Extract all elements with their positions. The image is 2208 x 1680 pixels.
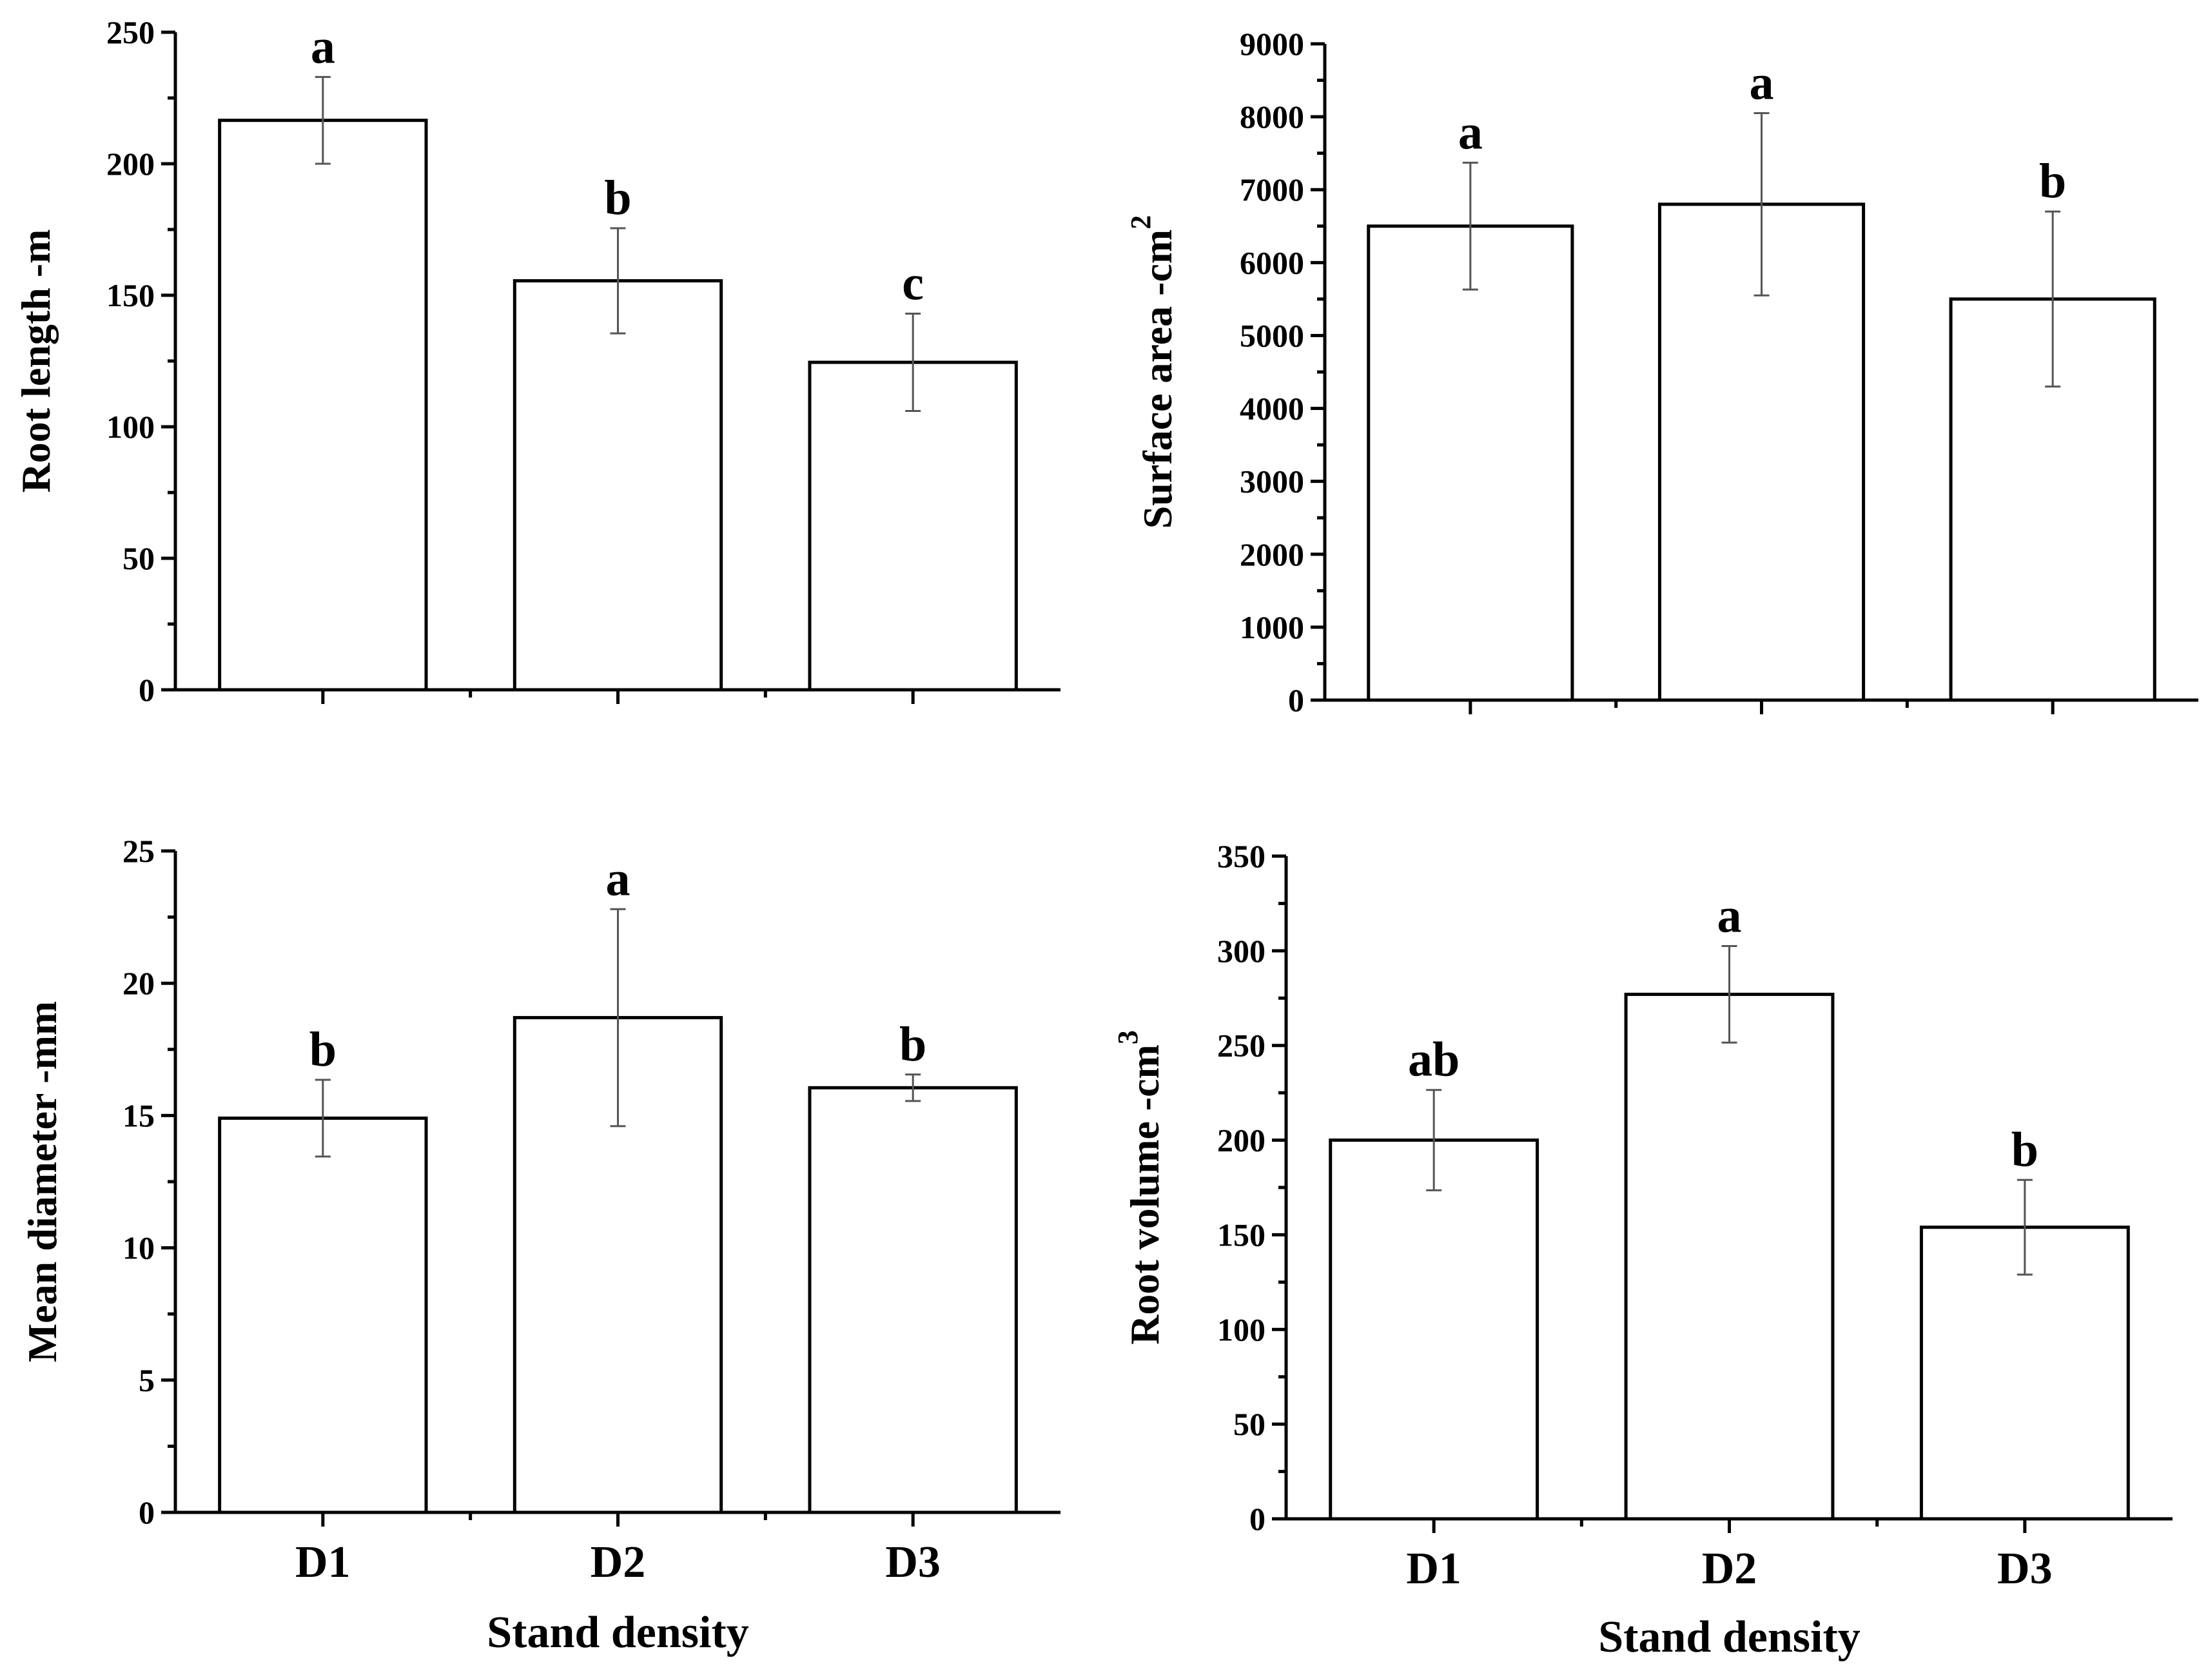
root-length-panel: 0 50 100 150 200 250 a b c Root length -m: [13, 14, 1060, 708]
root-volume-panel: 0 50 100 150 200 250 300 350 ab D1 a D2 b D3 Root volu…: [1112, 838, 2173, 1662]
x-axis-title: Stand density: [487, 1608, 749, 1657]
significance-letter: c: [902, 257, 924, 311]
significance-letter: b: [309, 1022, 337, 1077]
y-tick-label: 1000: [1240, 609, 1304, 645]
significance-letter: b: [2039, 154, 2066, 208]
y-tick-label: 20: [122, 965, 155, 1001]
bar-d1: [218, 1117, 428, 1514]
bar-d3: [808, 360, 1018, 692]
y-tick-label: 250: [1217, 1028, 1265, 1064]
x-axis-title: Stand density: [1598, 1612, 1861, 1662]
bar-d2: [513, 279, 723, 692]
x-category-label: D3: [885, 1538, 941, 1587]
y-tick-label: 50: [1233, 1406, 1265, 1442]
bar-d3: [1919, 1226, 2130, 1521]
y-tick-label: 0: [139, 672, 155, 708]
x-category-label: D1: [1406, 1544, 1461, 1594]
x-category-label: D3: [1997, 1544, 2053, 1594]
bar-d1: [218, 119, 428, 692]
bar-d1: [1329, 1138, 1539, 1521]
y-tick-label: 7000: [1240, 171, 1304, 208]
y-tick-label: 10: [122, 1230, 155, 1266]
y-tick-label: 200: [1217, 1122, 1265, 1158]
significance-letter: a: [1717, 889, 1742, 943]
bar-d2: [1624, 992, 1835, 1521]
y-axis-title: Surface area -cm2: [1125, 215, 1180, 529]
y-tick-label: 0: [1249, 1501, 1265, 1537]
y-tick-label: 8000: [1240, 99, 1304, 135]
y-tick-label: 9000: [1240, 26, 1304, 62]
significance-letter: b: [2011, 1122, 2038, 1177]
significance-letter: a: [1458, 105, 1483, 159]
y-tick-label: 100: [106, 409, 155, 445]
y-tick-label: 300: [1217, 933, 1265, 969]
y-tick-label: 100: [1217, 1311, 1265, 1347]
x-category-label: D1: [295, 1538, 351, 1587]
y-tick-label: 6000: [1240, 244, 1304, 280]
bar-d1: [1367, 224, 1574, 702]
x-category-label: D2: [1702, 1544, 1757, 1594]
y-axis-title: Root volume -cm3: [1112, 1030, 1168, 1345]
surface-area-panel: 0 1000 2000 3000 4000 5000 6000 7000 8000 9000 a a b…: [1125, 26, 2198, 718]
y-tick-label: 0: [1288, 682, 1304, 718]
y-tick-label: 2000: [1240, 536, 1304, 572]
y-tick-label: 350: [1217, 838, 1265, 874]
significance-letter: ab: [1408, 1033, 1460, 1087]
y-tick-label: 15: [122, 1097, 155, 1133]
y-tick-label: 0: [139, 1494, 155, 1530]
y-tick-label: 5000: [1240, 317, 1304, 353]
significance-letter: b: [604, 171, 631, 225]
y-tick-label: 250: [106, 14, 155, 50]
mean-diameter-panel: 0 5 10 15 20 25 b D1 a D2 b D3 Mean diameter -mm Stan…: [19, 833, 1060, 1657]
y-axis-title: Mean diameter -mm: [19, 1001, 65, 1362]
y-tick-label: 150: [1217, 1216, 1265, 1253]
y-tick-label: 5: [139, 1362, 155, 1398]
y-tick-label: 3000: [1240, 464, 1304, 500]
significance-letter: b: [899, 1017, 926, 1071]
y-tick-label: 200: [106, 146, 155, 182]
significance-letter: a: [311, 19, 335, 73]
significance-letter: a: [1750, 55, 1774, 110]
y-tick-label: 25: [122, 833, 155, 869]
significance-letter: a: [606, 852, 630, 906]
y-tick-label: 50: [122, 540, 155, 576]
y-tick-label: 4000: [1240, 391, 1304, 427]
x-category-label: D2: [591, 1538, 646, 1587]
y-tick-label: 150: [106, 277, 155, 313]
y-axis-title: Root length -m: [13, 230, 59, 493]
bar-d3: [808, 1086, 1018, 1514]
